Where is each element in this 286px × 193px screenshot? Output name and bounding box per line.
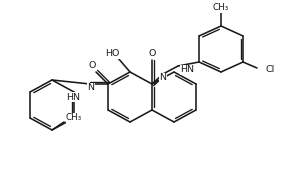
- Text: HN: HN: [180, 65, 194, 74]
- Text: CH₃: CH₃: [66, 113, 82, 123]
- Text: O: O: [148, 48, 156, 58]
- Text: N: N: [160, 74, 166, 82]
- Text: HO: HO: [105, 49, 119, 58]
- Text: CH₃: CH₃: [213, 3, 229, 13]
- Text: HN: HN: [66, 92, 80, 102]
- Text: N: N: [88, 84, 94, 92]
- Text: Cl: Cl: [265, 65, 274, 74]
- Text: O: O: [88, 62, 96, 70]
